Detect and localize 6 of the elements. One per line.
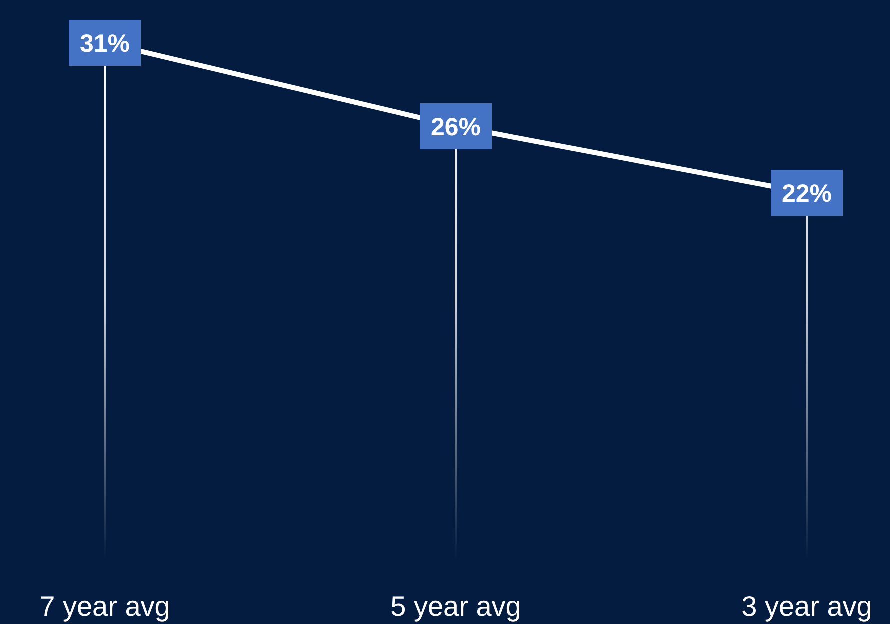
x-tick-label: 7 year avg [40,591,170,622]
x-tick-label: 3 year avg [742,591,872,622]
data-label: 22% [782,180,832,208]
x-tick-label: 5 year avg [390,591,522,622]
data-label: 31% [80,30,130,58]
data-label: 26% [430,113,482,142]
